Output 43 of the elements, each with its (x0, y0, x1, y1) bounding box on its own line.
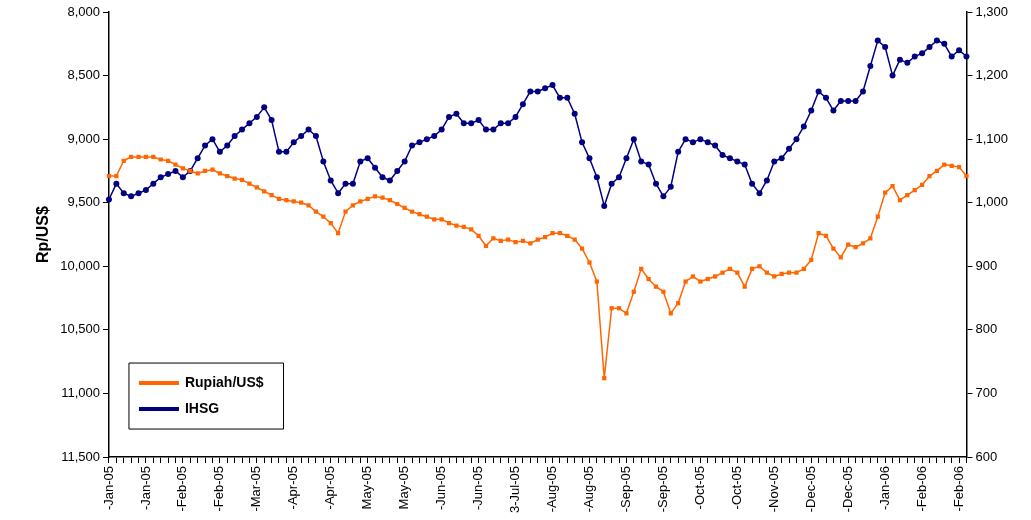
y2-tick-label: 1,200 (975, 67, 1009, 83)
x-tick-label: -Feb-06 (950, 466, 966, 512)
y-axis-title: Rp/US$ (34, 205, 52, 263)
x-tick-label: -Aug-05 (544, 466, 560, 513)
y2-tick-label: 1,000 (975, 194, 1009, 210)
x-tick-label: -Jun-05 (470, 466, 486, 511)
x-tick-label: -Feb-05 (174, 466, 190, 512)
x-tick-label: -Feb-06 (913, 466, 929, 512)
y2-tick-label: 1,100 (975, 130, 1009, 146)
y-tick-label: 8,000 (67, 3, 100, 19)
x-tick-label: -Dec-05 (802, 466, 818, 513)
x-tick-label: -Jan-05 (100, 466, 116, 511)
y2-tick-label: 800 (975, 321, 998, 337)
y-tick-label: 10,000 (60, 257, 100, 273)
x-tick-label: -Sep-05 (654, 466, 670, 513)
x-tick-label: May-05 (359, 466, 375, 510)
x-tick-label: -Sep-05 (618, 466, 633, 513)
x-tick-label: -Apr-05 (285, 466, 301, 510)
legend-label: IHSG (184, 399, 220, 416)
y-tick-label: 11,000 (61, 385, 100, 401)
y-tick-label: 8,500 (67, 67, 100, 83)
y2-tick-label: 700 (975, 385, 998, 401)
x-tick-label: -Nov-05 (765, 466, 781, 513)
x-tick-label: -Apr-05 (322, 466, 338, 510)
y-tick-label: 11,500 (61, 448, 100, 464)
y2-tick-label: 900 (975, 257, 998, 273)
x-tick-label: -Jun-05 (433, 466, 449, 511)
x-tick-label: -Jan-05 (137, 466, 153, 511)
y2-tick-label: 1,300 (975, 3, 1009, 19)
y-tick-label: 9,000 (67, 130, 100, 146)
legend-label: Rupiah/US$ (184, 373, 264, 390)
y-tick-label: 10,500 (60, 321, 100, 337)
x-tick-label: May-05 (396, 466, 412, 510)
x-tick-label: -Mar-05 (248, 466, 264, 512)
y2-tick-label: 600 (975, 448, 998, 464)
x-tick-label: -Feb-05 (211, 466, 227, 512)
x-tick-label: -Oct-05 (728, 466, 744, 510)
y-tick-label: 9,500 (67, 194, 100, 210)
x-tick-label: -Oct-05 (691, 466, 707, 510)
x-tick-label: -Jan-06 (876, 466, 892, 511)
x-tick-label: -Aug-05 (581, 466, 597, 513)
x-tick-label: 3-Jul-05 (507, 466, 523, 513)
x-tick-label: -Dec-05 (839, 466, 855, 513)
